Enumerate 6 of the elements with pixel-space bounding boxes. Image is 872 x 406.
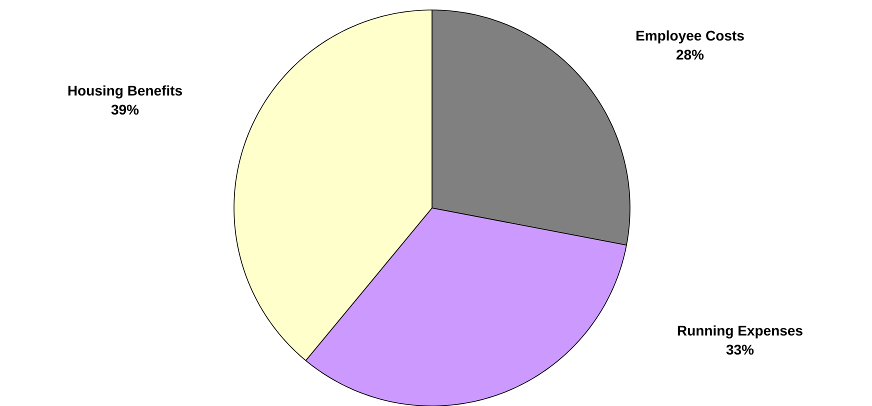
data-label: 33% <box>726 344 754 354</box>
slice-label: Running Expenses <box>678 325 802 338</box>
data-label: 28% <box>676 50 704 60</box>
slice-label: Housing Benefits <box>68 85 182 98</box>
data-label: 39% <box>111 104 139 114</box>
slice-label: Employee Costs <box>636 30 744 44</box>
